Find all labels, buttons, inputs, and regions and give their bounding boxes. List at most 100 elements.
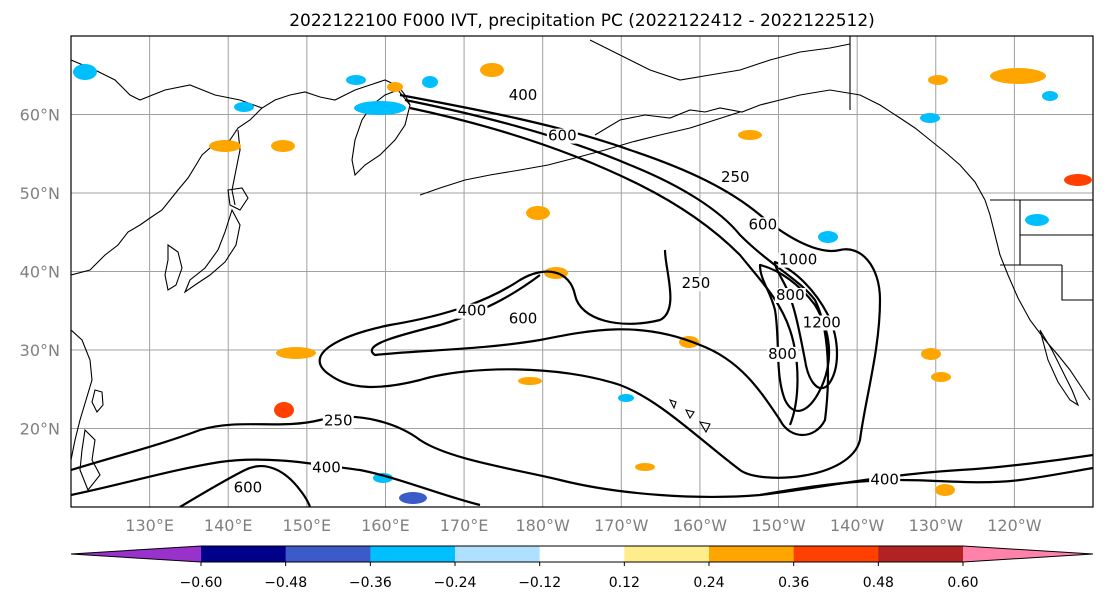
- siberia-coast: [71, 59, 263, 109]
- contour-label: 800: [768, 345, 797, 363]
- contour-label: 800: [776, 286, 805, 304]
- longitude-label: 170°E: [440, 516, 489, 535]
- contour-label: 600: [748, 215, 777, 233]
- colorbar-labels: −0.60 −0.48 −0.36 −0.24 −0.12 0.12 0.24 0.36 0.4…: [180, 562, 979, 591]
- colorbar-tick-label: 0.60: [947, 575, 978, 591]
- colorbar-extend-low: [71, 546, 201, 562]
- longitude-label: 150°E: [283, 516, 332, 535]
- longitude-label: 150°W: [751, 516, 806, 535]
- contour-label-background: [456, 303, 488, 319]
- colorbar-segment: [370, 546, 456, 562]
- colorbar: [70, 545, 1094, 563]
- colorbar-tick-label: −0.48: [264, 575, 307, 591]
- colorbar-segment: [709, 546, 795, 562]
- contour-label: 1000: [779, 251, 817, 269]
- map-title: 2022122100 F000 IVT, precipitation PC (2…: [289, 11, 875, 31]
- ivt-contour-south-400: [71, 458, 481, 507]
- coastlines: [71, 36, 1093, 492]
- ivt-contour-600: [409, 106, 799, 426]
- colorbar-segment: [201, 546, 287, 562]
- contour-label: 400: [509, 86, 538, 104]
- colorbar-segment: [539, 546, 625, 562]
- contour-label: 600: [548, 127, 577, 145]
- ivt-contour-south-600: [179, 465, 312, 507]
- contour-label-background: [719, 170, 751, 186]
- colorbar-segment: [285, 546, 371, 562]
- ivt-contour-250: [318, 93, 882, 479]
- colorbar-segment: [624, 546, 710, 562]
- contour-label: 250: [721, 168, 750, 186]
- contour-label-background: [869, 472, 901, 488]
- colorbar-extend-high: [963, 546, 1093, 562]
- latitude-label: 60°N: [20, 106, 60, 125]
- latitude-label: 40°N: [20, 263, 60, 282]
- ivt-contour-800: [758, 263, 831, 412]
- latitude-label: 20°N: [20, 420, 60, 439]
- us-state-lines: [1000, 200, 1093, 301]
- contour-label-background: [778, 252, 819, 268]
- longitude-labels: 130°E 140°E 150°E 160°E 170°E 180°W 170°W 160°W…: [125, 516, 1041, 535]
- contour-label: 250: [324, 412, 353, 430]
- contour-label-background: [801, 315, 842, 331]
- china-coast: [71, 329, 93, 461]
- contour-label-background: [546, 128, 578, 144]
- contour-label: 600: [234, 478, 263, 496]
- graticule: [71, 36, 1093, 507]
- contour-label: 400: [458, 302, 487, 320]
- colorbar-tick-label: 0.48: [863, 575, 894, 591]
- ivt-contour-east-400: [759, 466, 1093, 497]
- ivt-contour-1000: [773, 260, 838, 390]
- contour-label-background: [232, 480, 264, 496]
- latitude-label: 50°N: [20, 184, 60, 203]
- contour-label: 250: [682, 274, 711, 292]
- contour-label-background: [747, 217, 779, 233]
- contour-label-background: [774, 287, 806, 303]
- longitude-label: 140°E: [204, 516, 253, 535]
- sakhalin: [231, 129, 241, 206]
- map-frame: [70, 35, 1094, 508]
- longitude-label: 180°W: [516, 516, 571, 535]
- aleutians: [419, 111, 741, 196]
- colorbar-tick-label: 0.36: [778, 575, 809, 591]
- contour-label-background: [507, 87, 539, 103]
- contour-label-background: [311, 460, 342, 476]
- hawaii: [668, 399, 711, 434]
- longitude-label: 170°W: [594, 516, 649, 535]
- longitude-label: 160°W: [673, 516, 728, 535]
- asia-coast: [71, 79, 411, 276]
- latitude-label: 30°N: [20, 341, 60, 360]
- colorbar-tick-label: 0.24: [693, 575, 724, 591]
- contour-label: 400: [312, 459, 341, 477]
- colorbar-segment: [455, 546, 541, 562]
- longitude-label: 130°W: [909, 516, 964, 535]
- japan-hokkaido: [227, 187, 249, 211]
- contour-label: 1200: [803, 313, 841, 331]
- alaska-coast: [594, 89, 986, 201]
- longitude-label: 130°E: [125, 516, 174, 535]
- ivt-contour-400: [370, 98, 830, 436]
- philippines: [79, 428, 101, 492]
- kamchatka: [351, 89, 411, 177]
- japan-honshu: [183, 208, 241, 294]
- korea: [164, 243, 183, 291]
- colorbar-tick-label: −0.12: [518, 575, 561, 591]
- longitude-label: 140°W: [830, 516, 885, 535]
- colorbar-tick-label: −0.36: [349, 575, 392, 591]
- contour-label: 400: [870, 470, 899, 488]
- colorbar-tick-label: −0.60: [180, 575, 223, 591]
- colorbar-segment: [878, 546, 964, 562]
- longitude-label: 160°E: [361, 516, 410, 535]
- north-america-coast: [984, 199, 1091, 401]
- contour-label-background: [507, 311, 539, 327]
- latitude-labels: 60°N 50°N 40°N 30°N 20°N: [20, 106, 60, 439]
- contour-label-background: [322, 413, 354, 429]
- contour-label: 600: [509, 310, 538, 328]
- ivt-contours: [71, 93, 1093, 507]
- colorbar-tick-label: −0.24: [434, 575, 477, 591]
- taiwan: [91, 389, 104, 413]
- colorbar-segment: [793, 546, 879, 562]
- colorbar-tick-label: 0.12: [609, 575, 640, 591]
